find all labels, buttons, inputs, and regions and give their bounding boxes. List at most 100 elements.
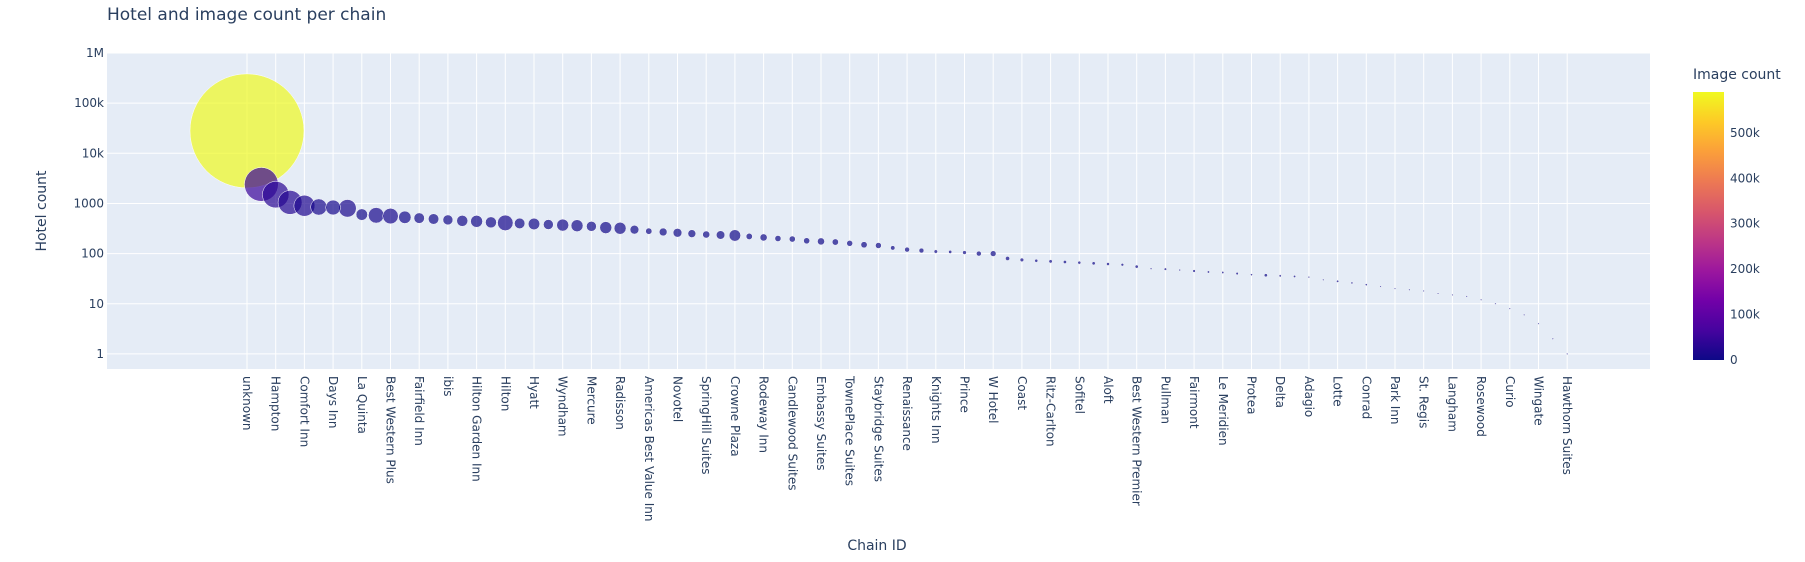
bubble-marker[interactable]	[325, 199, 341, 216]
bubble-marker[interactable]	[687, 229, 697, 238]
bubble-marker[interactable]	[1134, 264, 1139, 269]
bubble-marker[interactable]	[1408, 288, 1411, 291]
bubble-marker[interactable]	[962, 250, 967, 255]
bubble-marker[interactable]	[428, 213, 440, 225]
bubble-marker[interactable]	[672, 228, 683, 238]
bubble-marker[interactable]	[948, 250, 953, 254]
bubble-marker[interactable]	[1235, 272, 1239, 276]
colorbar-tick-label: 200k	[1730, 262, 1760, 276]
bubble-marker[interactable]	[1149, 267, 1153, 270]
bubble-marker[interactable]	[788, 235, 796, 243]
bubble-marker[interactable]	[1508, 307, 1511, 310]
bubble-marker[interactable]	[629, 225, 640, 235]
bubble-marker[interactable]	[759, 233, 768, 242]
bubble-marker[interactable]	[645, 227, 653, 235]
colorbar-tick-label: 0	[1730, 353, 1738, 367]
bubble-marker[interactable]	[442, 214, 454, 226]
bubble-marker[interactable]	[774, 235, 782, 242]
bubble-marker[interactable]	[1307, 275, 1311, 279]
colorbar-tick-label: 500k	[1730, 126, 1760, 140]
bubble-marker[interactable]	[1365, 283, 1368, 286]
bubble-marker[interactable]	[398, 210, 412, 224]
bubble-marker[interactable]	[1422, 289, 1425, 293]
y-axis-ticks: 1 10 100 1000 10k 100k 1M	[73, 46, 104, 361]
bubble-marker[interactable]	[1278, 274, 1282, 278]
bubble-marker[interactable]	[817, 237, 825, 246]
bubble-marker[interactable]	[1494, 302, 1497, 305]
bubble-marker[interactable]	[1451, 293, 1454, 296]
bubble-marker[interactable]	[382, 208, 399, 225]
bubble-marker[interactable]	[528, 217, 540, 230]
bubble-marker[interactable]	[485, 216, 497, 229]
bubble-marker[interactable]	[716, 230, 726, 240]
bubble-marker[interactable]	[1322, 278, 1325, 281]
bubble-marker[interactable]	[1437, 292, 1440, 295]
bubble-marker[interactable]	[1163, 267, 1167, 271]
x-tick-label: Fairmont	[1187, 376, 1201, 429]
bubble-marker[interactable]	[846, 240, 853, 247]
bubble-marker[interactable]	[1120, 263, 1124, 267]
bubble-marker[interactable]	[1393, 287, 1397, 290]
bubble-marker[interactable]	[497, 214, 514, 231]
bubble-marker[interactable]	[599, 221, 612, 234]
bubble-marker[interactable]	[1077, 260, 1082, 265]
bubble-marker[interactable]	[556, 218, 569, 232]
bubble-marker[interactable]	[1091, 261, 1096, 266]
bubble-marker[interactable]	[890, 245, 896, 251]
bubble-marker[interactable]	[570, 219, 584, 232]
bubble-marker[interactable]	[543, 219, 554, 230]
bubble-marker[interactable]	[1250, 273, 1253, 276]
bubble-marker[interactable]	[514, 217, 526, 229]
bubble-marker[interactable]	[586, 221, 597, 232]
bubble-marker[interactable]	[368, 207, 385, 224]
bubble-marker[interactable]	[470, 215, 483, 228]
x-tick-label: Wingate	[1532, 376, 1546, 426]
bubble-marker[interactable]	[1566, 352, 1569, 355]
bubble-marker[interactable]	[1465, 295, 1468, 298]
bubble-marker[interactable]	[1207, 270, 1210, 274]
x-tick-label: Coast	[1015, 376, 1029, 410]
bubble-marker[interactable]	[310, 198, 328, 216]
bubble-marker[interactable]	[1178, 268, 1181, 272]
x-tick-label: Hawthorn Suites	[1560, 376, 1574, 475]
bubble-marker[interactable]	[1005, 256, 1010, 261]
bubble-marker[interactable]	[1063, 260, 1067, 264]
bubble-marker[interactable]	[728, 229, 741, 242]
bubble-marker[interactable]	[1034, 258, 1039, 263]
bubble-marker[interactable]	[860, 241, 868, 249]
bubble-marker[interactable]	[1350, 281, 1354, 285]
colorbar-ticks: 0 100k 200k 300k 400k 500k	[1730, 126, 1760, 367]
bubble-marker[interactable]	[658, 227, 668, 237]
bubble-marker[interactable]	[189, 73, 305, 189]
bubble-marker[interactable]	[355, 208, 368, 221]
bubble-marker[interactable]	[1480, 298, 1483, 301]
bubble-marker[interactable]	[1551, 337, 1554, 340]
bubble-marker[interactable]	[702, 230, 711, 239]
bubble-marker[interactable]	[456, 215, 469, 227]
bubble-marker[interactable]	[1379, 285, 1382, 288]
bubble-marker[interactable]	[613, 222, 627, 235]
bubble-marker[interactable]	[1019, 257, 1025, 263]
y-tick-label: 1M	[86, 46, 104, 60]
bubble-marker[interactable]	[976, 250, 982, 257]
bubble-marker[interactable]	[413, 212, 425, 224]
bubble-marker[interactable]	[990, 250, 997, 257]
bubble-marker[interactable]	[1523, 313, 1526, 316]
bubble-marker[interactable]	[1336, 279, 1340, 283]
bubble-marker[interactable]	[831, 238, 839, 246]
bubble-marker[interactable]	[338, 199, 357, 218]
bubble-marker[interactable]	[803, 237, 810, 245]
bubble-marker[interactable]	[1263, 273, 1268, 278]
bubble-marker[interactable]	[875, 242, 882, 249]
bubble-marker[interactable]	[1537, 322, 1540, 325]
bubble-marker[interactable]	[1106, 262, 1110, 266]
bubble-marker[interactable]	[1221, 271, 1225, 274]
bubble-marker[interactable]	[1293, 275, 1296, 278]
bubble-marker[interactable]	[1192, 269, 1196, 273]
bubble-marker[interactable]	[933, 249, 938, 254]
bubble-marker[interactable]	[1048, 259, 1053, 264]
bubble-marker[interactable]	[918, 247, 925, 254]
bubble-marker[interactable]	[745, 233, 753, 240]
bubble-marker[interactable]	[904, 246, 910, 253]
